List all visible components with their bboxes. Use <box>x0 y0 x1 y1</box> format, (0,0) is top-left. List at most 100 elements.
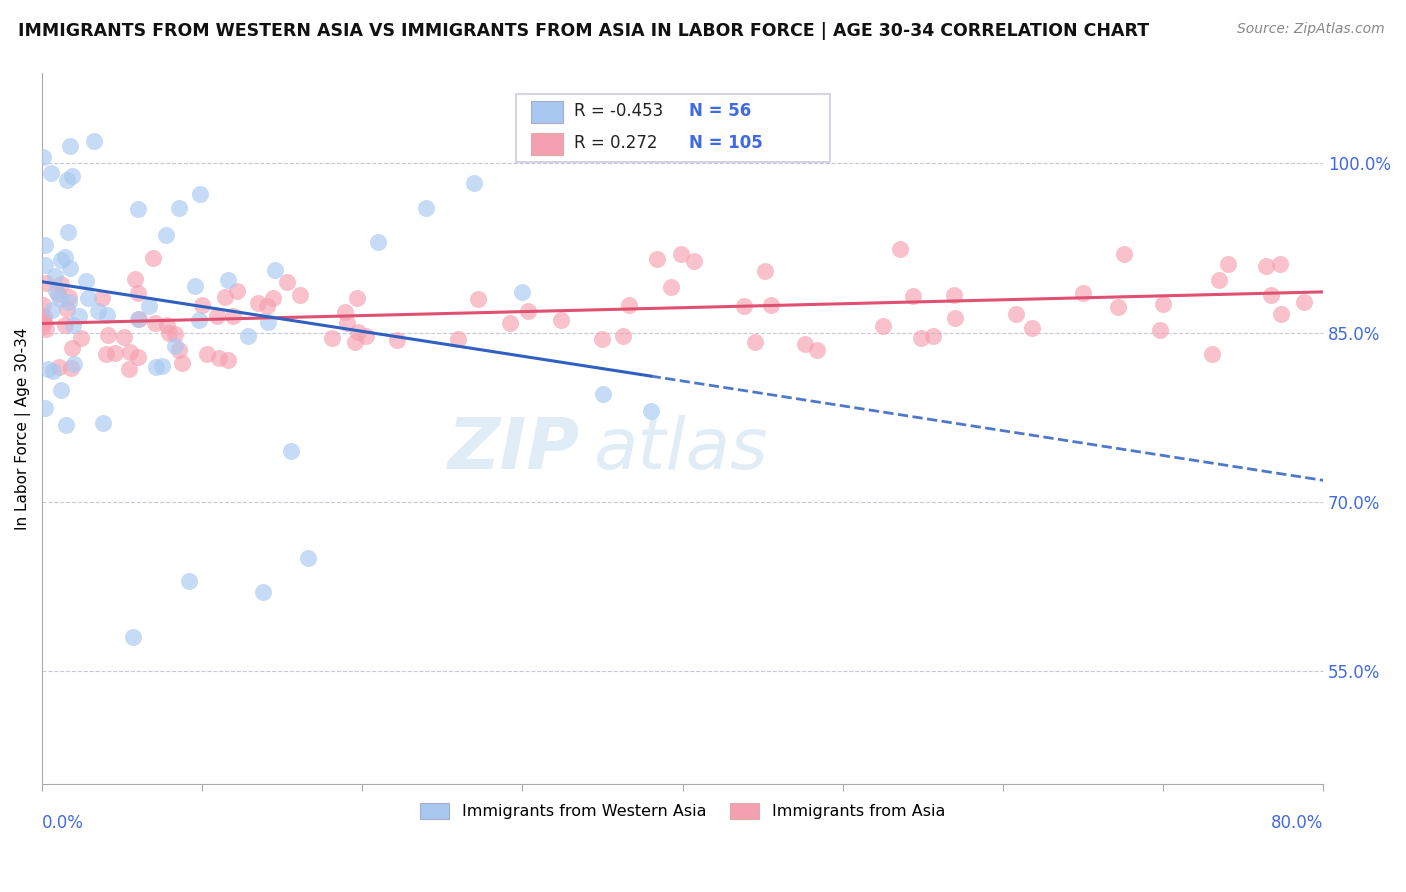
Point <box>217 353 239 368</box>
Point <box>354 329 377 343</box>
Point <box>1152 296 1174 310</box>
Point <box>1344 315 1367 329</box>
Point <box>205 309 228 323</box>
Point <box>96 308 118 322</box>
Point <box>640 403 662 417</box>
Point <box>512 285 534 300</box>
Point <box>262 291 284 305</box>
Point <box>872 319 894 334</box>
Point <box>889 242 911 256</box>
Point <box>45 284 67 298</box>
Point <box>1201 347 1223 361</box>
Point <box>37 362 59 376</box>
Point <box>683 254 706 268</box>
Point <box>86 304 108 318</box>
Point <box>124 272 146 286</box>
Point <box>62 318 84 332</box>
Point <box>1208 273 1230 287</box>
Point <box>51 383 73 397</box>
Point <box>806 343 828 357</box>
Point <box>910 331 932 345</box>
Point <box>591 333 613 347</box>
Point <box>49 253 72 268</box>
Point <box>31 311 53 326</box>
Point <box>467 292 489 306</box>
Text: R = 0.272: R = 0.272 <box>574 134 657 152</box>
Point <box>143 316 166 330</box>
Point <box>744 335 766 350</box>
Point <box>145 360 167 375</box>
Point <box>1005 307 1028 321</box>
Point <box>463 176 485 190</box>
Point <box>1021 320 1043 334</box>
Point <box>498 316 520 330</box>
Point <box>127 350 149 364</box>
Point <box>142 251 165 265</box>
Point <box>163 338 186 352</box>
Point <box>150 359 173 373</box>
Point <box>903 289 925 303</box>
Point <box>184 278 207 293</box>
Point <box>187 313 209 327</box>
Point <box>943 288 966 302</box>
Text: 80.0%: 80.0% <box>1271 814 1323 832</box>
Text: atlas: atlas <box>593 416 768 484</box>
Point <box>55 418 77 433</box>
Text: N = 105: N = 105 <box>689 134 763 152</box>
Point <box>69 331 91 345</box>
Point <box>75 274 97 288</box>
Point <box>1107 300 1129 314</box>
Point <box>236 328 259 343</box>
Point <box>35 276 58 290</box>
Point <box>91 291 114 305</box>
Point <box>276 275 298 289</box>
Text: N = 56: N = 56 <box>689 102 751 120</box>
Point <box>163 326 186 341</box>
Text: 0.0%: 0.0% <box>42 814 84 832</box>
Legend: Immigrants from Western Asia, Immigrants from Asia: Immigrants from Western Asia, Immigrants… <box>413 797 952 826</box>
Point <box>60 169 83 184</box>
Point <box>31 320 53 334</box>
Point <box>1149 322 1171 336</box>
Point <box>83 134 105 148</box>
Point <box>156 318 179 333</box>
Point <box>1073 286 1095 301</box>
Point <box>344 334 367 349</box>
Point <box>214 290 236 304</box>
Point <box>67 309 90 323</box>
Point <box>280 443 302 458</box>
Point <box>49 277 72 291</box>
Point <box>346 291 368 305</box>
Bar <box>531 102 564 123</box>
Point <box>191 298 214 312</box>
Point <box>55 301 77 316</box>
Text: ZIP: ZIP <box>449 416 581 484</box>
Point <box>127 202 149 216</box>
Y-axis label: In Labor Force | Age 30-34: In Labor Force | Age 30-34 <box>15 327 31 530</box>
Point <box>321 331 343 345</box>
Point <box>41 303 63 318</box>
Point <box>385 333 408 347</box>
Point <box>793 337 815 351</box>
FancyBboxPatch shape <box>516 95 830 161</box>
Point <box>217 273 239 287</box>
Point <box>179 574 201 588</box>
Point <box>659 279 682 293</box>
Point <box>118 344 141 359</box>
Point <box>517 303 540 318</box>
Point <box>252 585 274 599</box>
Point <box>59 260 82 275</box>
Point <box>138 299 160 313</box>
Point <box>122 630 145 644</box>
Point <box>58 290 80 304</box>
Point <box>263 262 285 277</box>
Point <box>91 417 114 431</box>
Point <box>671 247 693 261</box>
Text: R = -0.453: R = -0.453 <box>574 102 664 120</box>
Point <box>112 330 135 344</box>
Point <box>754 263 776 277</box>
Point <box>759 297 782 311</box>
Point <box>167 201 190 215</box>
Point <box>49 292 72 306</box>
Point <box>97 328 120 343</box>
